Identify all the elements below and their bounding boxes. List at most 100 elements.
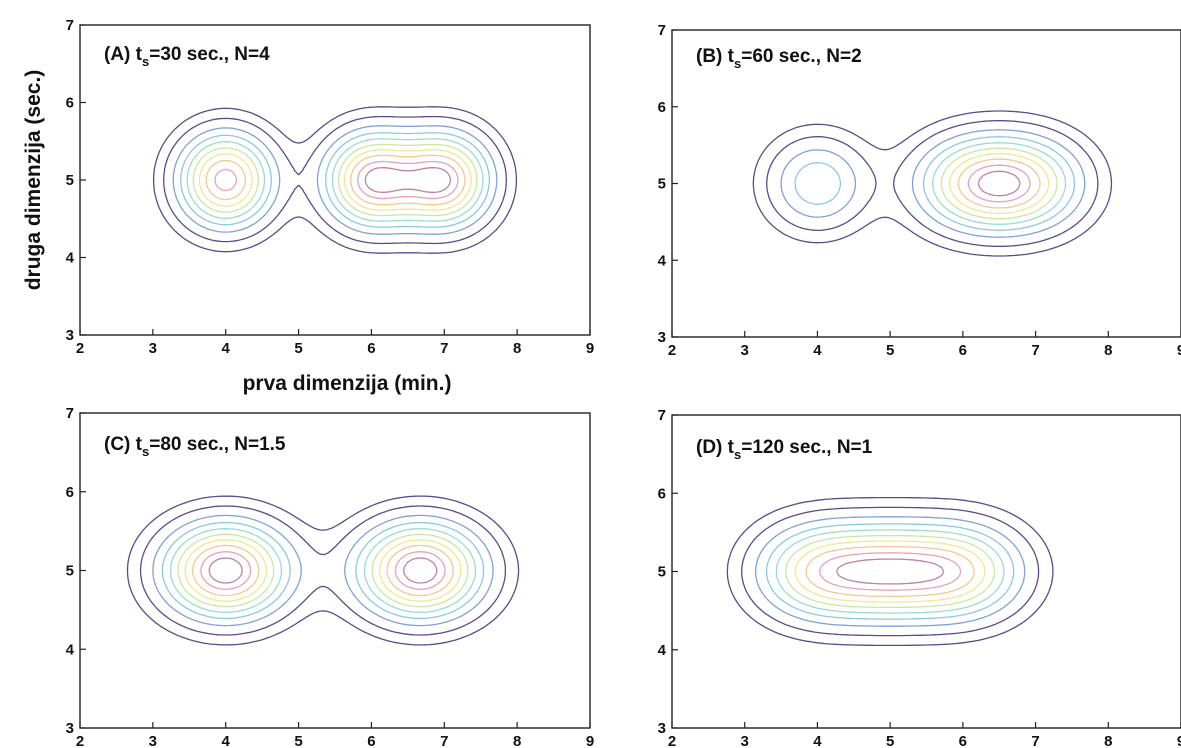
panel-b-contours (752, 110, 1113, 257)
contour-level-1 (726, 496, 1054, 647)
x-tick-label: 9 (586, 733, 594, 748)
panel-a-contours (152, 106, 518, 254)
y-tick-label: 5 (66, 172, 74, 189)
contour-level-7 (198, 149, 472, 211)
panel-c-title: (C) ts=80 sec., N=1.5 (104, 434, 286, 459)
x-tick-label: 5 (294, 733, 302, 748)
panel-a-title: (A) ts=30 sec., N=4 (104, 44, 270, 69)
contour-level-6 (940, 147, 1058, 220)
y-tick-label: 4 (658, 252, 667, 269)
y-tick-label: 7 (658, 22, 666, 39)
y-tick-label: 7 (66, 17, 74, 34)
x-tick-label: 7 (440, 340, 448, 357)
contour-level-4 (765, 523, 1015, 620)
x-tick-label: 8 (1104, 342, 1112, 359)
y-tick-label: 5 (66, 563, 74, 580)
panel-a-frame (79, 24, 591, 336)
y-tick-label: 3 (66, 327, 74, 344)
x-tick-label: 7 (440, 733, 448, 748)
x-tick-label: 2 (76, 340, 84, 357)
x-axis-label: prva dimenzija (min.) (243, 372, 452, 395)
panel-b-title: (B) ts=60 sec., N=2 (696, 46, 862, 71)
contour-level-9 (818, 552, 962, 591)
x-tick-label: 6 (959, 342, 967, 359)
x-tick-label: 2 (668, 342, 676, 359)
x-tick-label: 7 (1031, 342, 1039, 359)
contour-level-7 (184, 539, 462, 602)
panel-c-contours (126, 495, 520, 646)
contour-level-3 (780, 129, 1086, 238)
contour-level-10 (364, 167, 452, 193)
x-tick-label: 3 (149, 733, 157, 748)
contour-level-3 (152, 514, 494, 627)
y-tick-label: 4 (658, 642, 667, 659)
panel-d-title: (D) ts=120 sec., N=1 (696, 437, 873, 462)
x-tick-label: 6 (959, 733, 967, 748)
contour-level-1 (126, 495, 520, 646)
panel-c-frame (79, 412, 591, 729)
contour-level-6 (785, 534, 996, 609)
contour-level-2 (163, 115, 507, 245)
x-tick-label: 5 (886, 733, 894, 748)
contour-level-4 (161, 521, 485, 620)
y-tick-label: 7 (66, 405, 74, 422)
y-tick-label: 5 (658, 176, 666, 193)
contour-level-8 (191, 544, 455, 597)
x-tick-label: 6 (367, 733, 375, 748)
contour-level-4 (180, 132, 491, 228)
x-tick-label: 9 (1177, 733, 1181, 748)
y-tick-label: 7 (658, 407, 666, 424)
contour-level-2 (766, 119, 1099, 248)
y-tick-label: 3 (658, 720, 666, 737)
contour-level-3 (172, 125, 498, 235)
contour-level-4 (794, 136, 1076, 231)
x-tick-label: 8 (513, 733, 521, 748)
contour-level-8 (957, 158, 1041, 209)
x-tick-label: 5 (294, 340, 302, 357)
y-tick-label: 6 (658, 99, 666, 116)
contour-level-5 (932, 142, 1067, 225)
y-tick-label: 3 (66, 720, 74, 737)
contour-level-3 (754, 516, 1026, 627)
contour-level-7 (794, 540, 986, 603)
contour-level-7 (948, 152, 1050, 215)
x-tick-label: 3 (741, 733, 749, 748)
x-tick-label: 2 (668, 733, 676, 748)
y-tick-label: 4 (66, 641, 75, 658)
contour-level-9 (967, 164, 1031, 203)
contour-level-6 (192, 143, 478, 217)
contour-level-10 (208, 557, 438, 584)
contour-level-5 (169, 528, 477, 613)
contour-level-5 (186, 138, 484, 222)
contour-level-10 (977, 170, 1021, 197)
x-tick-label: 6 (367, 340, 375, 357)
contour-level-6 (177, 533, 469, 608)
contour-level-10 (836, 558, 945, 585)
y-tick-label: 6 (66, 95, 74, 112)
y-tick-label: 3 (658, 329, 666, 346)
y-tick-label: 6 (66, 484, 74, 501)
contour-level-8 (205, 154, 466, 206)
contour-level-1 (752, 110, 1113, 257)
y-axis-label: druga dimenzija (sec.) (22, 70, 45, 291)
x-tick-label: 4 (813, 342, 822, 359)
contour-level-2 (741, 506, 1040, 637)
contour-level-9 (214, 160, 459, 200)
contour-level-1 (152, 106, 518, 254)
x-tick-label: 3 (149, 340, 157, 357)
contour-level-9 (200, 551, 446, 590)
x-tick-label: 5 (886, 342, 894, 359)
y-tick-label: 6 (658, 485, 666, 502)
x-tick-label: 9 (586, 340, 594, 357)
x-tick-label: 3 (741, 342, 749, 359)
panel-d-frame (671, 414, 1181, 729)
panel-b-frame (671, 29, 1181, 338)
